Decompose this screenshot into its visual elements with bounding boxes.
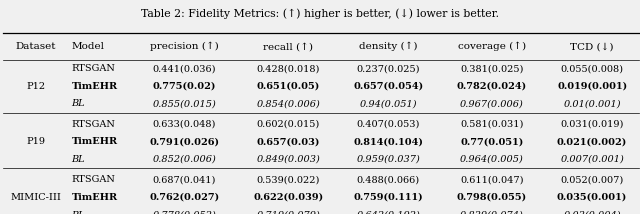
Text: 0.657(0.03): 0.657(0.03) (257, 137, 320, 146)
Text: MIMIC-III: MIMIC-III (11, 193, 61, 202)
Text: 0.611(0.047): 0.611(0.047) (460, 175, 524, 184)
Text: 0.759(0.111): 0.759(0.111) (353, 193, 423, 202)
Text: 0.602(0.015): 0.602(0.015) (257, 120, 320, 129)
Text: 0.622(0.039): 0.622(0.039) (253, 193, 323, 202)
Text: 0.441(0.036): 0.441(0.036) (153, 64, 216, 73)
Text: 0.791(0.026): 0.791(0.026) (150, 137, 220, 146)
Text: Model: Model (72, 42, 104, 51)
Text: precision (↑): precision (↑) (150, 42, 219, 51)
Text: 0.964(0.005): 0.964(0.005) (460, 155, 524, 164)
Text: 0.967(0.006): 0.967(0.006) (460, 99, 524, 108)
Text: 0.381(0.025): 0.381(0.025) (460, 64, 524, 73)
Text: 0.633(0.048): 0.633(0.048) (153, 120, 216, 129)
Text: 0.651(0.05): 0.651(0.05) (257, 82, 320, 91)
Text: RTSGAN: RTSGAN (72, 175, 115, 184)
Text: 0.539(0.022): 0.539(0.022) (257, 175, 320, 184)
Text: TimEHR: TimEHR (72, 193, 118, 202)
Text: 0.778(0.052): 0.778(0.052) (153, 211, 216, 214)
Text: TimEHR: TimEHR (72, 137, 118, 146)
Text: 0.031(0.019): 0.031(0.019) (561, 120, 624, 129)
Text: density (↑): density (↑) (359, 42, 417, 51)
Text: BL: BL (72, 155, 85, 164)
Text: 0.007(0.001): 0.007(0.001) (560, 155, 624, 164)
Text: 0.855(0.015): 0.855(0.015) (153, 99, 216, 108)
Text: 0.798(0.055): 0.798(0.055) (457, 193, 527, 202)
Text: 0.854(0.006): 0.854(0.006) (256, 99, 320, 108)
Text: 0.407(0.053): 0.407(0.053) (356, 120, 420, 129)
Text: P19: P19 (26, 137, 45, 146)
Text: 0.814(0.104): 0.814(0.104) (353, 137, 423, 146)
Text: BL: BL (72, 211, 85, 214)
Text: 0.055(0.008): 0.055(0.008) (561, 64, 623, 73)
Text: 0.488(0.066): 0.488(0.066) (356, 175, 420, 184)
Text: P12: P12 (26, 82, 45, 91)
Text: 0.035(0.001): 0.035(0.001) (557, 193, 627, 202)
Text: TCD (↓): TCD (↓) (570, 42, 614, 51)
Text: RTSGAN: RTSGAN (72, 64, 115, 73)
Text: TimEHR: TimEHR (72, 82, 118, 91)
Text: 0.03(0.004): 0.03(0.004) (563, 211, 621, 214)
Text: 0.762(0.027): 0.762(0.027) (150, 193, 220, 202)
Text: coverage (↑): coverage (↑) (458, 42, 526, 51)
Text: 0.01(0.001): 0.01(0.001) (563, 99, 621, 108)
Text: recall (↑): recall (↑) (263, 42, 313, 51)
Text: 0.849(0.003): 0.849(0.003) (256, 155, 320, 164)
Text: Dataset: Dataset (16, 42, 56, 51)
Text: 0.782(0.024): 0.782(0.024) (457, 82, 527, 91)
Text: RTSGAN: RTSGAN (72, 120, 115, 129)
Text: 0.019(0.001): 0.019(0.001) (557, 82, 627, 91)
Text: 0.052(0.007): 0.052(0.007) (561, 175, 624, 184)
Text: 0.581(0.031): 0.581(0.031) (460, 120, 524, 129)
Text: BL: BL (72, 99, 85, 108)
Text: 0.719(0.079): 0.719(0.079) (256, 211, 320, 214)
Text: 0.775(0.02): 0.775(0.02) (153, 82, 216, 91)
Text: 0.94(0.051): 0.94(0.051) (360, 99, 417, 108)
Text: 0.237(0.025): 0.237(0.025) (356, 64, 420, 73)
Text: 0.428(0.018): 0.428(0.018) (257, 64, 320, 73)
Text: 0.852(0.006): 0.852(0.006) (153, 155, 216, 164)
Text: 0.687(0.041): 0.687(0.041) (153, 175, 216, 184)
Text: 0.657(0.054): 0.657(0.054) (353, 82, 424, 91)
Text: 0.839(0.074): 0.839(0.074) (460, 211, 524, 214)
Text: 0.021(0.002): 0.021(0.002) (557, 137, 627, 146)
Text: Table 2: Fidelity Metrics: (↑) higher is better, (↓) lower is better.: Table 2: Fidelity Metrics: (↑) higher is… (141, 9, 499, 19)
Text: 0.642(0.192): 0.642(0.192) (356, 211, 420, 214)
Text: 0.959(0.037): 0.959(0.037) (356, 155, 420, 164)
Text: 0.77(0.051): 0.77(0.051) (460, 137, 524, 146)
